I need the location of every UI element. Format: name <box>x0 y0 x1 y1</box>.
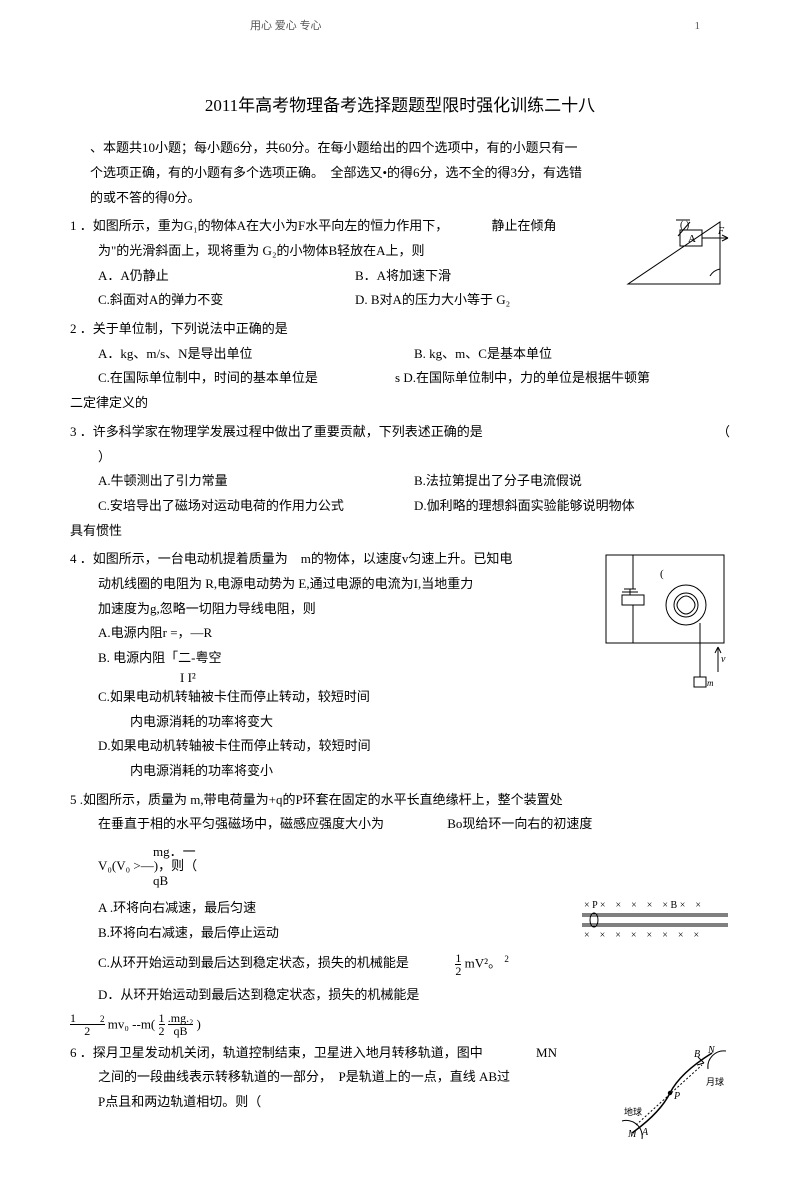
q5-c-tail: mV²。 <box>465 956 501 971</box>
q6-line1: ．探月卫星发动机关闭，轨道控制结束，卫星进入地月转移轨道，图中 <box>80 1045 483 1060</box>
q5-c-frac-d: 2 <box>455 964 461 977</box>
q4-opt-d2: 内电源消耗的功率将变小 <box>130 759 730 784</box>
q2-opt-b: B. kg、m、C是基本单位 <box>414 342 730 367</box>
q5-c-sup: 2 <box>504 954 509 964</box>
q4-num: 4 <box>70 551 77 566</box>
q5-c-frac-n: 1 <box>455 952 461 964</box>
question-5: 5 .如图所示，质量为 m,带电荷量为+q的P环套在固定的水平长直绝缘杆上，整个… <box>70 788 730 1008</box>
question-3: 3 ．许多科学家在物理学发展过程中做出了重要贡献，下列表述正确的是 （ ） A.… <box>70 420 730 519</box>
q2-num: 2 <box>70 321 77 336</box>
q2-opt-cr: s D.在国际单位制中，力的单位是根据牛顿第 <box>395 366 730 391</box>
q1-line1: ．如图所示，重为G₁的物体A在大小为F水平向左的恒力作用下， <box>80 218 449 233</box>
q3-opt-a: A.牛顿测出了引力常量 <box>98 469 414 494</box>
q3-after: 具有惯性 <box>70 519 730 544</box>
svg-text:v: v <box>721 654 726 665</box>
q5-num: 5 <box>70 792 77 807</box>
svg-text:m: m <box>707 678 714 688</box>
svg-text:F: F <box>717 226 725 237</box>
q1-num: 1 <box>70 218 77 233</box>
q5-cond-top: mg．一 <box>153 845 197 859</box>
q2-after: 二定律定义的 <box>70 391 730 416</box>
q2-text: ．关于单位制，下列说法中正确的是 <box>80 321 288 336</box>
q5-line1: .如图所示，质量为 m,带电荷量为+q的P环套在固定的水平长直绝缘杆上，整个装置… <box>80 792 563 807</box>
intro-line3: 的或不答的得0分。 <box>90 186 660 211</box>
q1-line1r: 静止在倾角 <box>492 218 557 233</box>
q4-opt-c2: 内电源消耗的功率将变大 <box>130 710 730 735</box>
page-title: 2011年高考物理备考选择题题型限时强化训练二十八 <box>70 90 730 122</box>
question-4: ( m v 4 ．如图所示，一台电动机提着质量为 m的物体，以速度v匀速上升。已… <box>70 547 730 783</box>
question-1: A F ( ) 1 ．如图所示，重为G₁的物体A在大小为F水平向左的恒力作用下，… <box>70 214 730 313</box>
svg-text:× P × × × × × B × ×: × P × × × × × B × × <box>584 900 701 911</box>
figure-q1: A F ( ) <box>620 214 730 294</box>
q2-opt-a: A．kg、m/s、N是导出单位 <box>98 342 414 367</box>
header-left: 用心 爱心 专心 <box>250 16 322 37</box>
q6-line1r: MN <box>536 1045 557 1060</box>
svg-text:P: P <box>673 1091 680 1102</box>
question-2: 2 ．关于单位制，下列说法中正确的是 A．kg、m/s、N是导出单位 B. kg… <box>70 317 730 391</box>
question-6: N B M P 地球 月球 A 6 ．探月卫星发动机关闭，轨道控制结束，卫星进入… <box>70 1041 730 1115</box>
q5-energy-line: 1 2 2 mv₀ --m( 1 2 .mg.₂ qB ) <box>70 1012 730 1037</box>
q1-opt-a: A．A仍静止 <box>98 264 355 289</box>
figure-q5: × P × × × × × B × × × × × × × × × × <box>580 896 730 942</box>
q3-opt-b: B.法拉第提出了分子电流假说 <box>414 469 730 494</box>
q3-text: ．许多科学家在物理学发展过程中做出了重要贡献，下列表述正确的是 <box>80 424 483 439</box>
svg-text:A: A <box>688 233 696 245</box>
q5-cond-bot: qB <box>153 874 197 888</box>
q6-num: 6 <box>70 1045 77 1060</box>
svg-text:A: A <box>641 1127 649 1138</box>
intro-line1: 、本题共10小题；每小题6分，共60分。在每小题给出的四个选项中，有的小题只有一 <box>90 136 660 161</box>
q5-cond: V₀(V₀ >—)，则（ <box>98 859 197 873</box>
svg-text:地球: 地球 <box>624 1106 642 1117</box>
svg-text:( ): ( ) <box>680 220 689 231</box>
q5-opt-c: C.从环开始运动到最后达到稳定状态，损失的机械能是 <box>98 955 409 970</box>
q5-line2r: Bo现给环一向右的初速度 <box>447 816 592 831</box>
q3-num: 3 <box>70 424 77 439</box>
q3-opt-c: C.安培导出了磁场对运动电荷的作用力公式 <box>98 494 414 519</box>
svg-text:(: ( <box>660 568 664 580</box>
q1-opt-c: C.斜面对A的弹力不变 <box>98 288 355 313</box>
q3-close: ） <box>98 445 730 470</box>
q1-opt-b: B．A将加速下滑 <box>355 264 612 289</box>
q5-opt-d: D．从环开始运动到最后达到稳定状态，损失的机械能是 <box>98 983 730 1008</box>
svg-text:月球: 月球 <box>706 1076 724 1087</box>
q3-paren: （ <box>700 420 730 445</box>
intro-line2: 个选项正确，有的小题有多个选项正确。 全部选又•的得6分，选不全的得3分，有选错 <box>90 161 660 186</box>
q4-line1: ．如图所示，一台电动机提着质量为 m的物体，以速度v匀速上升。已知电 <box>80 551 513 566</box>
q4-opt-d: D.如果电动机转轴被卡住而停止转动，较短时间 <box>98 734 730 759</box>
q3-opt-d: D.伽利略的理想斜面实验能够说明物体 <box>414 494 730 519</box>
intro: 、本题共10小题；每小题6分，共60分。在每小题给出的四个选项中，有的小题只有一… <box>90 136 660 210</box>
figure-q4: ( m v <box>600 547 730 697</box>
q1-opt-d: D. B对A的压力大小等于 G₂ <box>355 288 612 313</box>
svg-text:× × × × × × × ×: × × × × × × × × <box>584 930 699 941</box>
page-number: 1 <box>695 16 701 37</box>
figure-q6: N B M P 地球 月球 A <box>620 1041 730 1141</box>
q5-line2: 在垂直于相的水平匀强磁场中，磁感应强度大小为 <box>98 816 384 831</box>
q2-opt-c: C.在国际单位制中，时间的基本单位是 <box>98 366 395 391</box>
